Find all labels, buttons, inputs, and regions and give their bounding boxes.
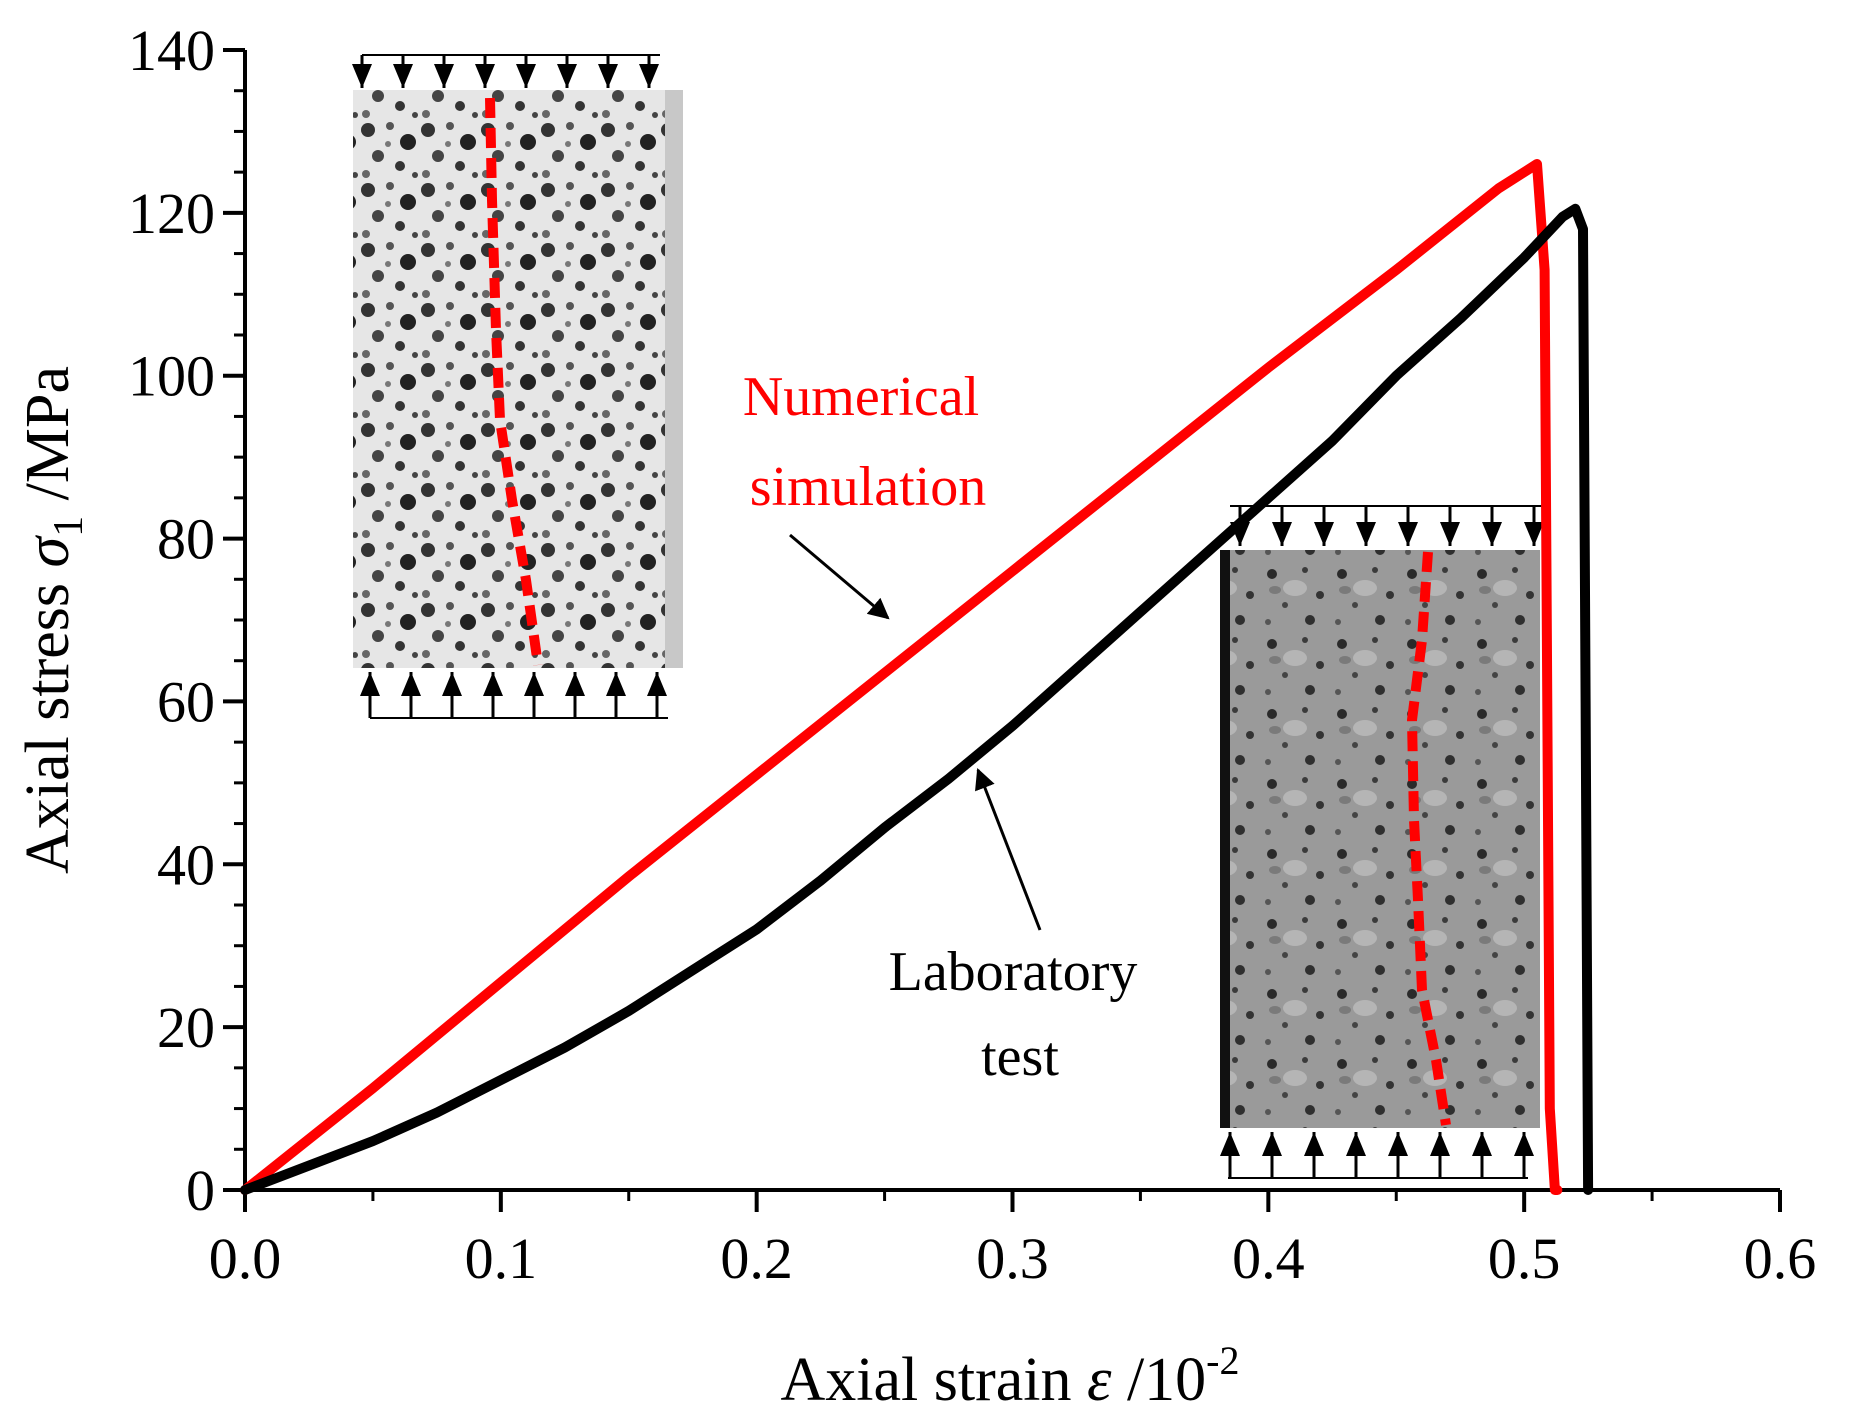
load-arrow-head bbox=[1304, 1132, 1324, 1156]
series-layer bbox=[240, 159, 1594, 1195]
load-arrows-top-laboratory bbox=[1230, 506, 1544, 546]
y-axis-title: Axial stress σ1 /MPa bbox=[14, 366, 92, 874]
numerical-simulation-line bbox=[240, 159, 1563, 1195]
y-axis-title-symbol: σ bbox=[14, 534, 82, 567]
laboratory-test-label-line2: test bbox=[981, 1026, 1059, 1088]
laboratory-test-arrow bbox=[975, 768, 1042, 931]
y-tick-label: 80 bbox=[157, 507, 215, 572]
load-arrow-head bbox=[483, 672, 503, 696]
load-arrow-head bbox=[434, 64, 454, 88]
load-arrows-top-numerical bbox=[352, 55, 659, 88]
y-ticks: 0 20 40 60 80 100 120 140 bbox=[128, 18, 245, 1223]
load-arrow-head bbox=[401, 672, 421, 696]
x-tick-label: 0.0 bbox=[209, 1226, 282, 1291]
y-tick-label: 100 bbox=[128, 344, 215, 409]
laboratory-specimen-inset bbox=[1220, 505, 1546, 1179]
y-axis-title-unit: /MPa bbox=[14, 366, 82, 516]
load-arrow-head bbox=[1220, 1132, 1240, 1156]
axes: 0 20 40 60 80 100 120 140 0.0 0.1 0.2 0.3 0.4 0.5 0.6 bbox=[128, 18, 1816, 1291]
laboratory-test-label: Laboratory test bbox=[889, 941, 1152, 1088]
x-tick-label: 0.5 bbox=[1488, 1226, 1561, 1291]
x-axis-title: Axial strain ε /10-2 bbox=[781, 1338, 1240, 1414]
load-arrow-head bbox=[1356, 522, 1376, 546]
load-arrow-head bbox=[1440, 522, 1460, 546]
load-arrow-head bbox=[1398, 522, 1418, 546]
numerical-simulation-label-line1: Numerical bbox=[743, 366, 979, 428]
load-arrows-bottom-numerical bbox=[360, 672, 667, 718]
load-arrow-head bbox=[1388, 1132, 1408, 1156]
x-ticks: 0.0 0.1 0.2 0.3 0.4 0.5 0.6 bbox=[209, 1190, 1817, 1291]
y-tick-label: 120 bbox=[128, 181, 215, 246]
x-axis-title-unit: /10 bbox=[1111, 1346, 1206, 1414]
load-arrow-head bbox=[1514, 1132, 1534, 1156]
laboratory-test-line bbox=[240, 203, 1594, 1195]
load-arrow-head bbox=[598, 64, 618, 88]
numerical-simulation-label: Numerical simulation bbox=[743, 366, 993, 518]
x-tick-label: 0.1 bbox=[465, 1226, 538, 1291]
load-arrow-head bbox=[1262, 1132, 1282, 1156]
x-axis-title-symbol: ε bbox=[1087, 1346, 1112, 1414]
x-axis-title-exponent: -2 bbox=[1206, 1338, 1239, 1383]
laboratory-test-label-line1: Laboratory bbox=[889, 941, 1138, 1003]
load-arrow-head bbox=[360, 672, 380, 696]
y-tick-label: 60 bbox=[157, 669, 215, 734]
load-arrows-bottom-laboratory bbox=[1220, 1132, 1534, 1178]
y-tick-label: 20 bbox=[157, 995, 215, 1060]
x-axis-title-main: Axial strain bbox=[781, 1346, 1088, 1414]
load-arrow-head bbox=[1314, 522, 1334, 546]
load-arrow-head bbox=[1482, 522, 1502, 546]
load-arrow-head bbox=[647, 672, 667, 696]
load-arrow-head bbox=[565, 672, 585, 696]
y-axis-title-main: Axial stress bbox=[14, 567, 82, 874]
load-arrow-head bbox=[1346, 1132, 1366, 1156]
y-tick-label: 0 bbox=[186, 1158, 215, 1223]
load-arrow-head bbox=[639, 64, 659, 88]
load-arrow-head bbox=[393, 64, 413, 88]
load-arrow-head bbox=[1430, 1132, 1450, 1156]
load-arrow-head bbox=[1524, 522, 1544, 546]
load-arrow-head bbox=[516, 64, 536, 88]
numerical-simulation-arrow bbox=[789, 533, 890, 620]
load-arrow-head bbox=[442, 672, 462, 696]
y-tick-label: 140 bbox=[128, 18, 215, 83]
y-axis-title-subscript: 1 bbox=[46, 516, 92, 537]
load-arrow-head bbox=[352, 64, 372, 88]
x-tick-label: 0.4 bbox=[1232, 1226, 1305, 1291]
load-arrow-head bbox=[1272, 522, 1292, 546]
load-arrow-head bbox=[1472, 1132, 1492, 1156]
laboratory-crack-line bbox=[1406, 551, 1451, 1126]
x-tick-label: 0.2 bbox=[720, 1226, 793, 1291]
numerical-specimen-image bbox=[353, 90, 683, 668]
numerical-specimen-inset bbox=[352, 54, 683, 719]
load-arrow-head bbox=[606, 672, 626, 696]
load-arrow-head bbox=[557, 64, 577, 88]
x-tick-label: 0.3 bbox=[976, 1226, 1049, 1291]
numerical-simulation-label-line2: simulation bbox=[750, 456, 986, 518]
laboratory-specimen-image bbox=[1220, 550, 1540, 1128]
y-tick-label: 40 bbox=[157, 832, 215, 897]
numerical-crack-line bbox=[485, 97, 543, 666]
load-arrow-head bbox=[524, 672, 544, 696]
x-tick-label: 0.6 bbox=[1744, 1226, 1817, 1291]
load-arrow-head bbox=[475, 64, 495, 88]
